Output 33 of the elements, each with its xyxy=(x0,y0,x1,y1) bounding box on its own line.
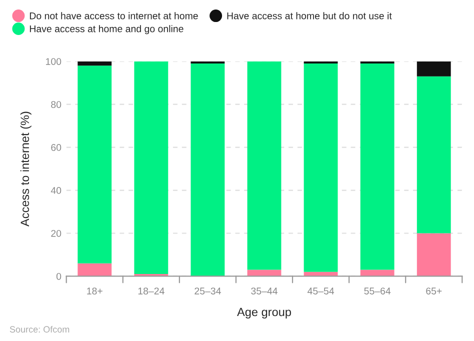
bar xyxy=(134,61,168,274)
bar xyxy=(416,233,451,276)
x-tick-label: 25–34 xyxy=(194,288,221,294)
x-tick-label: 65+ xyxy=(426,288,442,294)
x-tick-label: 45–54 xyxy=(308,288,334,294)
x-tick-label: 18+ xyxy=(87,288,102,294)
x-tick-label: 35–44 xyxy=(251,288,278,294)
y-tick-label: 20 xyxy=(51,230,62,237)
y-tick-label: 80 xyxy=(51,101,62,108)
bar xyxy=(190,64,225,276)
bar xyxy=(416,61,451,76)
y-axis-title: Access to internet (%) xyxy=(20,112,32,227)
x-tick-label: 55–64 xyxy=(364,288,391,294)
x-tick-label: 18–24 xyxy=(138,288,164,294)
bar xyxy=(304,61,338,64)
bar xyxy=(360,61,394,64)
bar xyxy=(78,66,112,264)
y-tick-label: 100 xyxy=(46,58,62,65)
source-note: Source: Ofcom xyxy=(10,326,70,333)
y-tick-label: 60 xyxy=(51,144,62,151)
bar xyxy=(78,263,112,276)
bar xyxy=(416,76,451,234)
bar xyxy=(247,61,282,270)
bar xyxy=(304,64,338,272)
bar xyxy=(78,61,112,66)
x-axis-title: Age group xyxy=(237,308,291,318)
bar xyxy=(190,61,225,64)
bar xyxy=(360,64,394,270)
legend-label: Do not have access to internet at home xyxy=(30,12,198,20)
legend-label: Have access at home but do not use it xyxy=(227,12,392,20)
legend-label: Have access at home and go online xyxy=(30,25,184,34)
y-tick-label: 40 xyxy=(50,187,62,194)
y-tick-label: 0 xyxy=(56,272,62,280)
